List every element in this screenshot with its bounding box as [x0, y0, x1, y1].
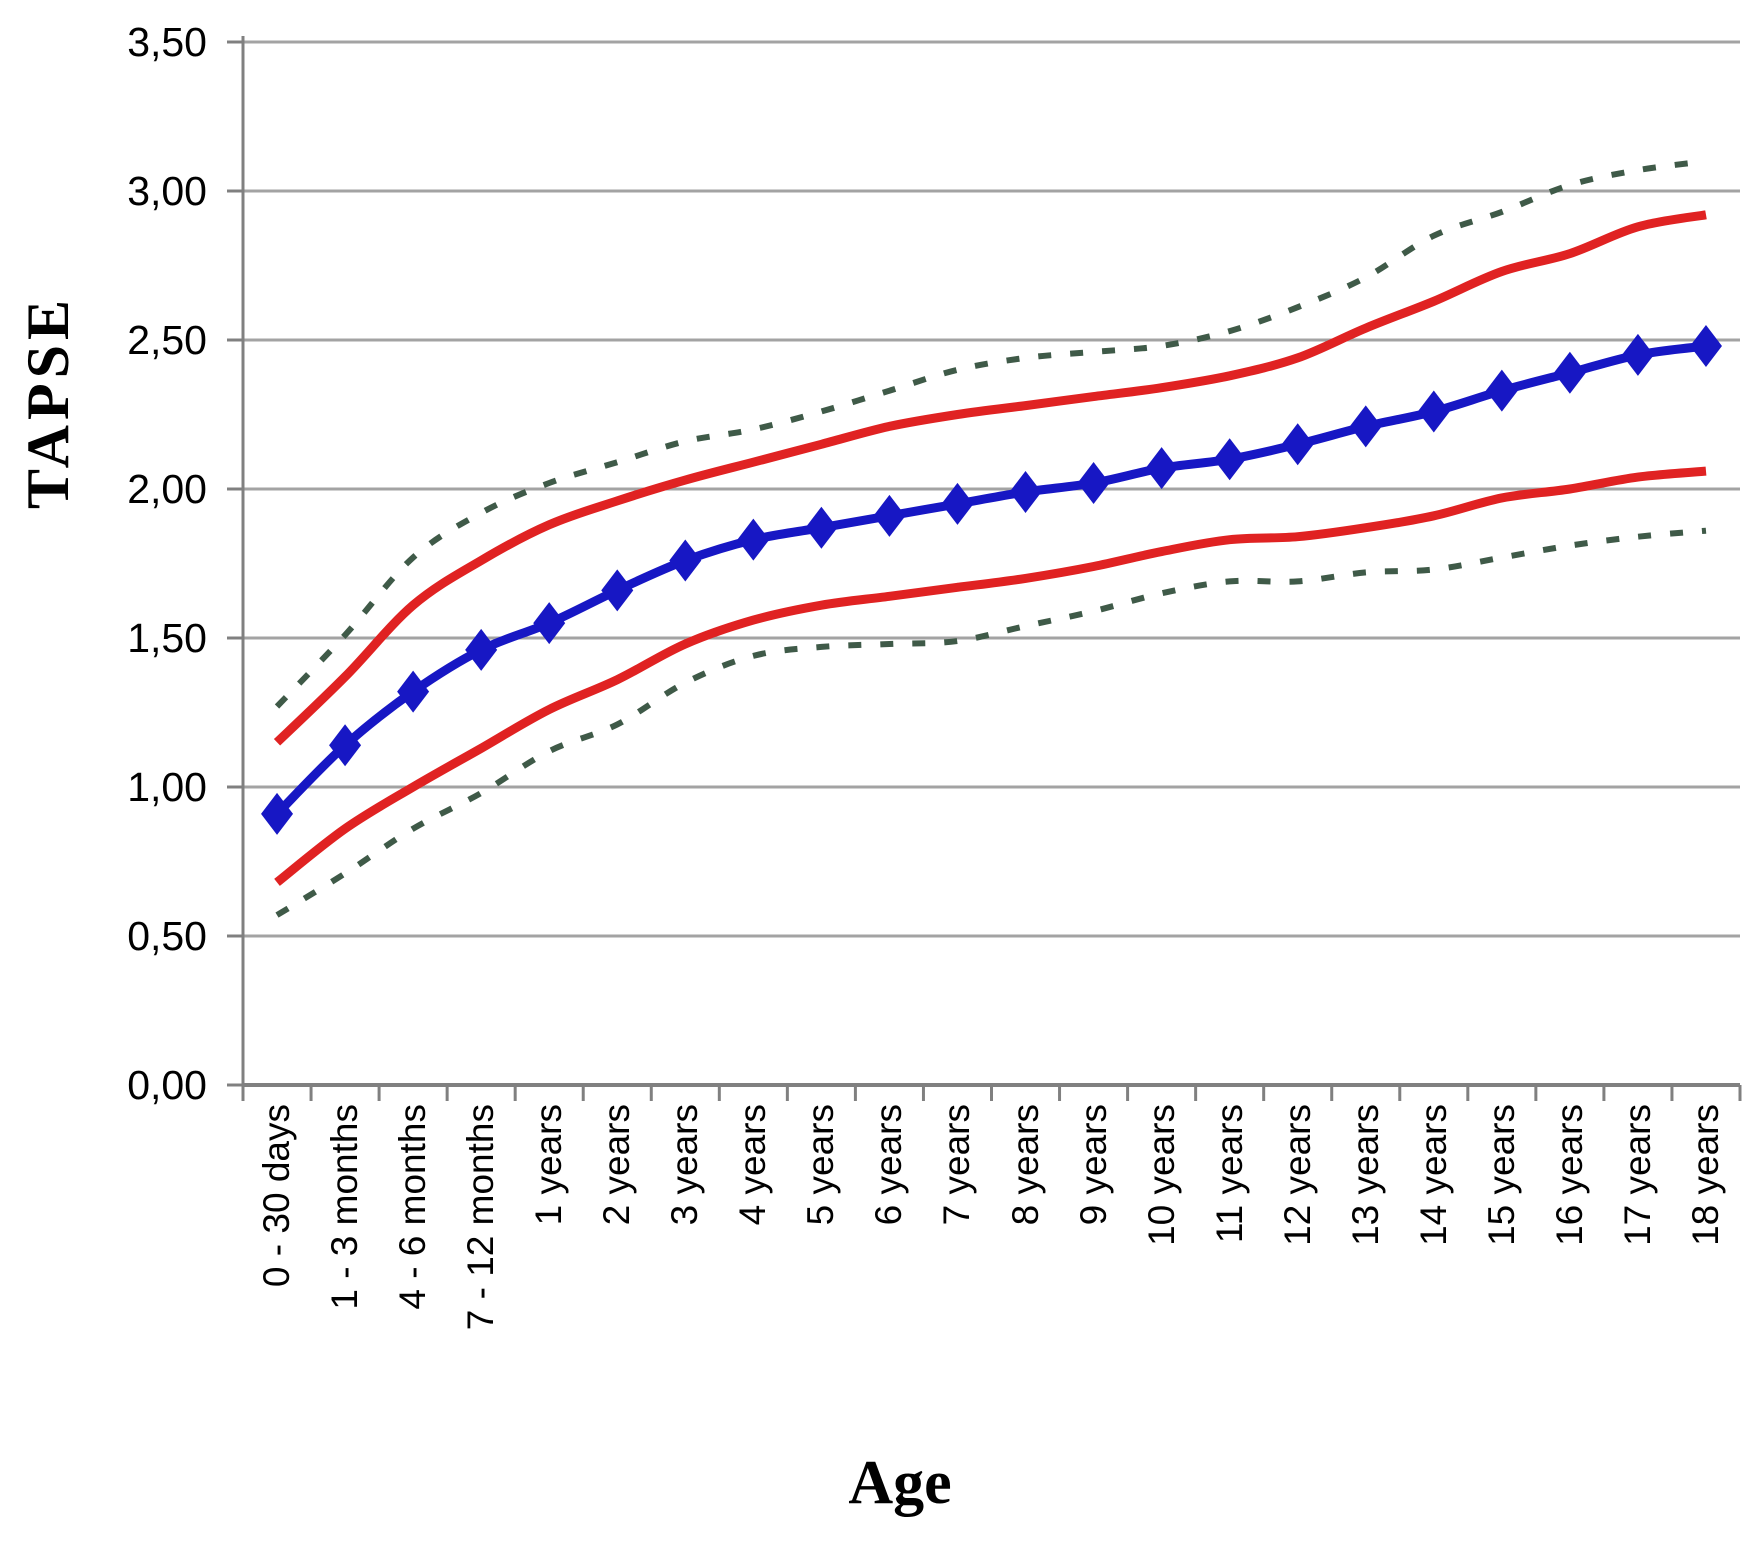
diamond-marker [1621, 333, 1654, 376]
x-tick-label: 12 years [1276, 1104, 1318, 1246]
x-tick-label: 8 years [1004, 1104, 1046, 1226]
diamond-marker [533, 602, 566, 645]
diamond-marker [465, 628, 498, 671]
series-red-lower-solid-line [274, 466, 1707, 886]
y-tick-label: 0,50 [127, 913, 207, 959]
y-axis-title: TAPSE [15, 295, 81, 509]
diamond-marker [261, 792, 294, 835]
x-tick-label: 4 years [732, 1104, 774, 1226]
diamond-marker [1213, 438, 1246, 481]
x-tick-label: 1 - 3 months [324, 1104, 366, 1310]
y-tick-label: 1,00 [127, 764, 207, 810]
series-line [274, 466, 1707, 886]
y-tick-label: 3,00 [127, 168, 207, 214]
diamond-marker [669, 539, 702, 582]
x-tick-label: 2 years [596, 1104, 638, 1226]
series-red-upper-solid-line [273, 210, 1707, 746]
x-tick-label: 13 years [1344, 1104, 1386, 1246]
diamond-marker [1145, 447, 1178, 490]
diamond-marker [1417, 390, 1450, 433]
series-blue-mean-diamond-line [261, 324, 1722, 835]
x-tick-label: 15 years [1480, 1104, 1522, 1246]
diamond-marker [1281, 423, 1314, 466]
x-tick-label: 11 years [1208, 1104, 1250, 1244]
y-tick-label: 1,50 [127, 615, 207, 661]
series-line [273, 341, 1707, 817]
diamond-marker [1009, 470, 1042, 513]
diamond-marker [329, 724, 362, 767]
diamond-marker [737, 518, 770, 561]
x-tick-label: 9 years [1072, 1104, 1114, 1226]
y-tick-label: 0,00 [127, 1062, 207, 1108]
y-tick-label: 3,50 [127, 19, 207, 65]
diamond-marker [1689, 324, 1722, 367]
series-green-upper-dashed-line [274, 158, 1707, 709]
y-tick-label: 2,50 [127, 317, 207, 363]
x-tick-label: 7 - 12 months [460, 1104, 502, 1331]
diamond-marker [397, 670, 430, 713]
x-tick-label: 10 years [1140, 1104, 1182, 1246]
x-tick-label: 16 years [1548, 1104, 1590, 1246]
x-tick-label: 6 years [868, 1104, 910, 1226]
diamond-marker [941, 482, 974, 525]
series-line [275, 527, 1707, 918]
x-axis-title: Age [848, 1449, 952, 1517]
diamond-marker [1553, 351, 1586, 394]
x-tick-label: 7 years [936, 1104, 978, 1226]
diamond-marker [805, 506, 838, 549]
x-tick-label: 17 years [1616, 1104, 1658, 1246]
y-tick-label: 2,00 [127, 466, 207, 512]
diamond-marker [1077, 462, 1110, 505]
series-green-lower-dashed-line [275, 527, 1707, 918]
diamond-marker [873, 494, 906, 537]
series-line [274, 158, 1707, 709]
x-tick-label: 1 years [528, 1104, 570, 1226]
x-tick-label: 3 years [664, 1104, 706, 1226]
x-tick-label: 4 - 6 months [392, 1104, 434, 1310]
diamond-marker [601, 569, 634, 612]
series-line [273, 210, 1707, 746]
diamond-marker [1485, 369, 1518, 412]
x-tick-label: 5 years [800, 1104, 842, 1226]
x-tick-label: 0 - 30 days [256, 1104, 298, 1288]
x-tick-label: 18 years [1684, 1104, 1726, 1246]
x-tick-label: 14 years [1412, 1104, 1454, 1246]
diamond-marker [1349, 405, 1382, 448]
